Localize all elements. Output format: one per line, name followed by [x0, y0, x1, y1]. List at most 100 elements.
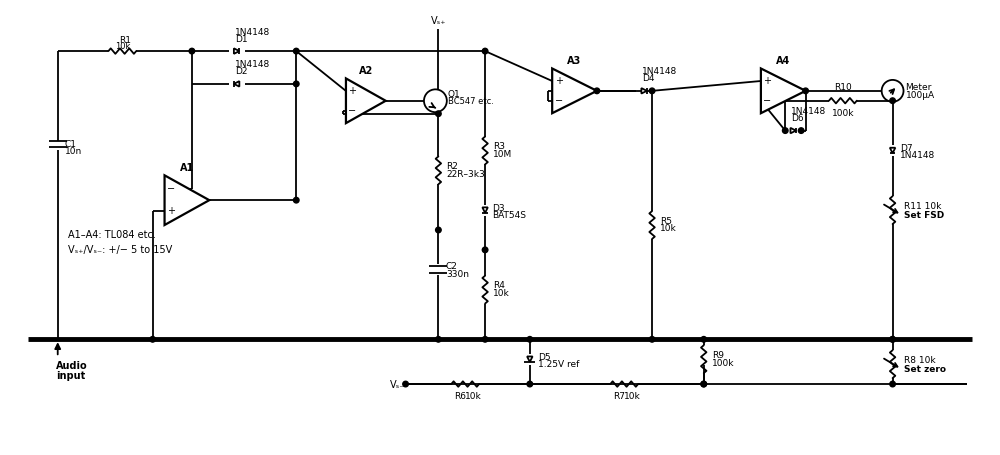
Text: 10M: 10M: [493, 150, 512, 159]
Text: A2: A2: [359, 66, 373, 76]
Text: input: input: [56, 371, 85, 381]
Polygon shape: [482, 207, 488, 213]
Circle shape: [482, 337, 488, 342]
Polygon shape: [761, 68, 806, 113]
Polygon shape: [234, 81, 239, 86]
Text: 1N4148: 1N4148: [235, 28, 270, 37]
Text: +: +: [167, 206, 175, 216]
Circle shape: [436, 227, 441, 233]
Text: D7: D7: [900, 144, 913, 153]
Text: C1: C1: [65, 140, 77, 149]
Text: R11 10k: R11 10k: [904, 202, 941, 211]
Circle shape: [527, 337, 533, 342]
Text: −: −: [555, 96, 563, 106]
Circle shape: [594, 88, 600, 94]
Text: Q1: Q1: [448, 90, 461, 99]
Text: 1.25V ref: 1.25V ref: [538, 359, 579, 369]
Circle shape: [798, 128, 804, 133]
Circle shape: [293, 48, 299, 54]
Text: R10: R10: [834, 83, 852, 92]
Text: BAT54S: BAT54S: [493, 211, 527, 220]
Circle shape: [436, 337, 441, 342]
Polygon shape: [527, 356, 533, 362]
Text: D5: D5: [538, 353, 550, 362]
Text: 1N4148: 1N4148: [791, 107, 826, 116]
Circle shape: [527, 381, 533, 387]
Text: R4: R4: [493, 281, 505, 290]
Text: D1: D1: [235, 35, 247, 44]
Circle shape: [482, 48, 488, 54]
Text: +: +: [555, 76, 563, 86]
Text: 10k: 10k: [624, 393, 641, 401]
Text: C2: C2: [446, 262, 458, 271]
Text: A3: A3: [567, 56, 582, 66]
Text: D4: D4: [642, 74, 655, 83]
Circle shape: [803, 88, 808, 94]
Circle shape: [293, 81, 299, 86]
Circle shape: [436, 111, 441, 116]
Text: R2: R2: [446, 162, 458, 171]
Text: 10k: 10k: [115, 41, 130, 51]
Text: 22R–3k3: 22R–3k3: [446, 170, 485, 179]
Circle shape: [424, 89, 447, 112]
Text: R9: R9: [712, 351, 724, 360]
Text: BC547 etc.: BC547 etc.: [448, 97, 494, 106]
Circle shape: [890, 337, 895, 342]
Circle shape: [482, 247, 488, 253]
Circle shape: [189, 48, 195, 54]
Text: Vₛ₋: Vₛ₋: [390, 379, 406, 389]
Polygon shape: [346, 78, 386, 123]
Circle shape: [403, 381, 408, 387]
Text: Vₛ₊: Vₛ₊: [431, 16, 446, 26]
Text: −: −: [167, 184, 175, 194]
Circle shape: [782, 128, 788, 133]
Text: 10k: 10k: [660, 224, 677, 233]
Circle shape: [890, 381, 895, 387]
Text: 100k: 100k: [832, 109, 854, 118]
Text: D3: D3: [493, 204, 505, 212]
Circle shape: [890, 337, 895, 342]
Text: D2: D2: [235, 67, 247, 76]
Text: 1N4148: 1N4148: [235, 61, 270, 70]
Text: Meter: Meter: [906, 83, 932, 92]
Text: 100μA: 100μA: [906, 91, 935, 100]
Circle shape: [701, 381, 707, 387]
Circle shape: [649, 337, 655, 342]
Text: Set zero: Set zero: [904, 364, 946, 374]
Circle shape: [882, 80, 904, 102]
Text: 10k: 10k: [465, 393, 482, 401]
Polygon shape: [165, 175, 209, 225]
Text: 1N4148: 1N4148: [900, 151, 935, 160]
Text: 10n: 10n: [65, 147, 82, 157]
Text: 10k: 10k: [493, 289, 510, 298]
Circle shape: [701, 337, 707, 342]
Text: R8 10k: R8 10k: [904, 356, 935, 365]
Text: +: +: [348, 86, 356, 96]
Text: 330n: 330n: [446, 270, 469, 279]
Circle shape: [293, 197, 299, 203]
Text: 100k: 100k: [712, 359, 734, 368]
Polygon shape: [790, 128, 796, 133]
Text: −: −: [763, 96, 772, 106]
Text: −: −: [348, 106, 357, 116]
Polygon shape: [890, 148, 895, 153]
Text: R7: R7: [613, 393, 625, 401]
Text: Audio: Audio: [56, 361, 87, 371]
Circle shape: [701, 381, 707, 387]
Text: Vₛ₊/Vₛ₋: +/− 5 to 15V: Vₛ₊/Vₛ₋: +/− 5 to 15V: [68, 245, 172, 255]
Text: R1: R1: [119, 36, 131, 45]
Text: A1: A1: [180, 163, 194, 173]
Text: R5: R5: [660, 217, 672, 226]
Text: Set FSD: Set FSD: [904, 211, 944, 220]
Text: R6: R6: [454, 393, 466, 401]
Polygon shape: [552, 68, 597, 113]
Text: +: +: [763, 76, 771, 86]
Polygon shape: [641, 88, 647, 94]
Text: R3: R3: [493, 142, 505, 151]
Text: A1–A4: TL084 etc.: A1–A4: TL084 etc.: [68, 230, 156, 240]
Text: 1N4148: 1N4148: [642, 67, 677, 76]
Text: A4: A4: [776, 56, 790, 66]
Circle shape: [890, 98, 895, 103]
Text: D6: D6: [791, 114, 804, 123]
Polygon shape: [234, 48, 239, 54]
